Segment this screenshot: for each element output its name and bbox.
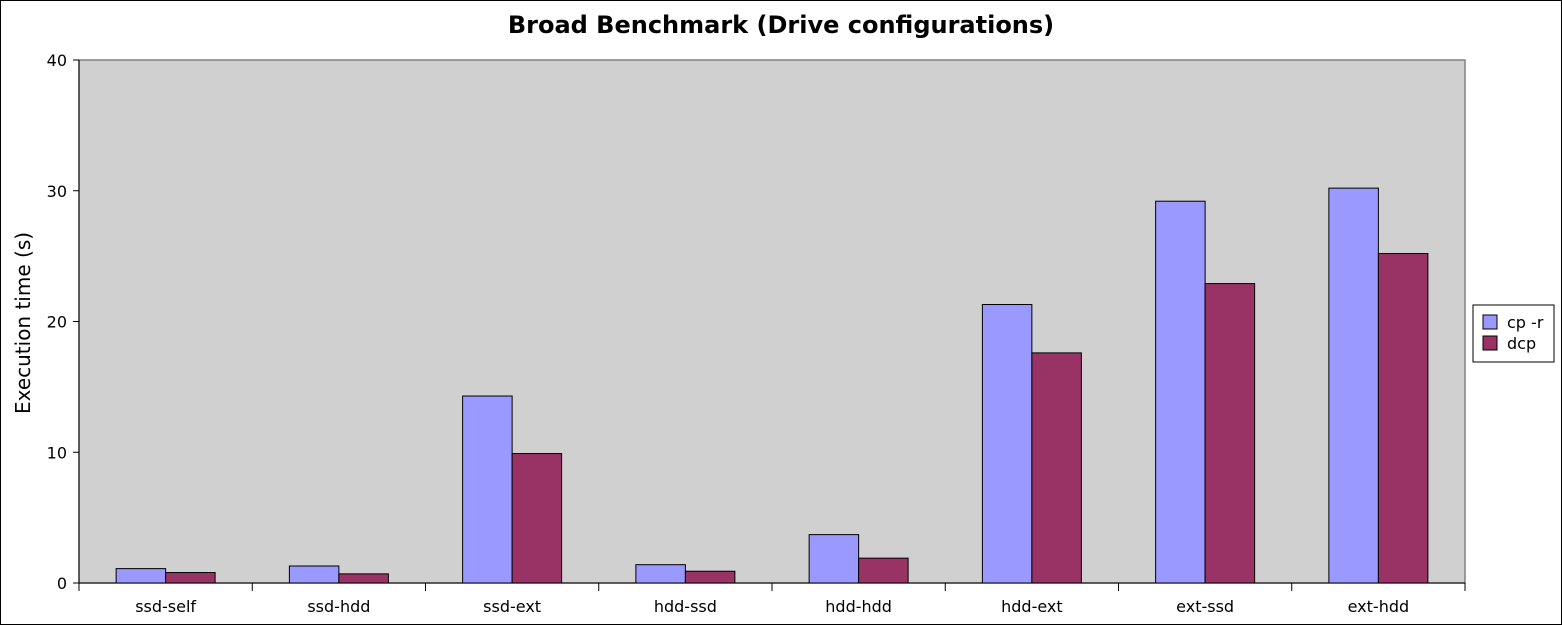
legend-label: dcp <box>1507 334 1536 353</box>
bar-dcp <box>1204 283 1256 584</box>
legend-swatch <box>1482 335 1498 351</box>
bar-dcp <box>165 572 216 584</box>
y-tick-label: 20 <box>47 313 67 332</box>
legend: cp -r dcp <box>1472 304 1555 363</box>
x-axis: ssd-self ssd-hdd ssd-ext hdd-ssd hdd-hdd hdd-… <box>78 582 1466 616</box>
plot-area <box>78 59 1466 584</box>
bars-group <box>115 187 1429 584</box>
x-tick-label: hdd-ext <box>1001 597 1063 616</box>
bar-dcp <box>511 453 563 584</box>
bar-dcp <box>858 557 909 584</box>
x-tick-label: hdd-ssd <box>654 597 717 616</box>
y-tick-label: 30 <box>47 182 67 201</box>
y-tick-label: 0 <box>57 574 67 593</box>
bar-cp-r <box>462 395 513 584</box>
bar-cp-r <box>981 304 1033 584</box>
x-tick-label: hdd-hdd <box>825 597 892 616</box>
y-axis-label: Execution time (s) <box>11 232 35 414</box>
x-tick-label: ssd-self <box>135 597 196 616</box>
y-axis: 0 10 20 30 40 <box>47 51 80 593</box>
bar-cp-r <box>635 564 686 584</box>
bar-cp-r <box>1155 200 1206 584</box>
bar-dcp <box>684 570 736 584</box>
x-tick-label: ssd-hdd <box>307 597 370 616</box>
x-tick-label: ext-hdd <box>1348 597 1410 616</box>
bar-cp-r <box>808 534 860 584</box>
legend-label: cp -r <box>1507 313 1544 332</box>
chart-title: Broad Benchmark (Drive configurations) <box>508 11 1054 39</box>
bar-dcp <box>1031 352 1082 584</box>
bar-cp-r <box>1328 187 1379 584</box>
bar-cp-r <box>115 568 167 584</box>
y-tick-label: 10 <box>47 443 67 462</box>
x-tick-label: ssd-ext <box>483 597 541 616</box>
y-tick-label: 40 <box>47 51 67 70</box>
legend-swatch <box>1482 314 1498 330</box>
bar-cp-r <box>288 565 340 584</box>
bar-dcp <box>1377 253 1429 584</box>
bar-dcp <box>338 573 389 584</box>
x-tick-label: ext-ssd <box>1176 597 1234 616</box>
